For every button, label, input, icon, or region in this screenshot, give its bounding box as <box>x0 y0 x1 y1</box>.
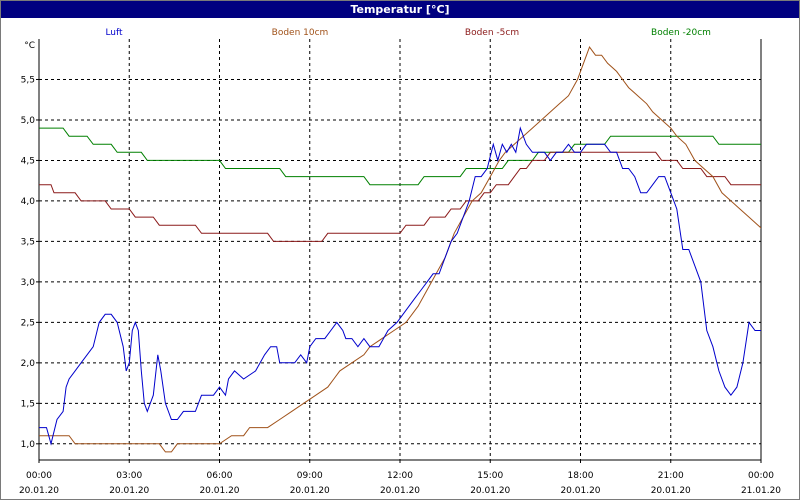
x-tick-date-label: 21.01.20 <box>741 486 781 496</box>
y-tick-label: 3,5 <box>21 237 35 247</box>
x-tick-date-label: 20.01.20 <box>290 486 330 496</box>
y-tick-label: 5,0 <box>21 116 36 126</box>
y-axis-unit-label: °C <box>24 41 35 51</box>
y-tick-label: 3,0 <box>21 278 36 288</box>
y-tick-label: 1,5 <box>21 399 35 409</box>
x-tick-time-label: 12:00 <box>387 471 413 481</box>
window-title: Temperatur [°C] <box>1 1 799 18</box>
y-tick-label: 2,0 <box>21 359 36 369</box>
x-tick-time-label: 00:00 <box>26 471 52 481</box>
x-tick-date-label: 20.01.20 <box>19 486 59 496</box>
x-tick-time-label: 15:00 <box>477 471 503 481</box>
y-tick-label: 4,5 <box>21 156 35 166</box>
series-line-boden-10cm <box>39 46 761 453</box>
x-tick-time-label: 06:00 <box>207 471 233 481</box>
x-tick-time-label: 03:00 <box>116 471 142 481</box>
x-tick-date-label: 20.01.20 <box>199 486 239 496</box>
series-line-luft <box>39 126 761 446</box>
x-tick-date-label: 20.01.20 <box>470 486 510 496</box>
y-tick-label: 5,5 <box>21 75 35 85</box>
y-tick-label: 1,0 <box>21 440 36 450</box>
legend-entry: Boden -20cm <box>651 28 711 38</box>
x-tick-date-label: 20.01.20 <box>651 486 691 496</box>
x-tick-time-label: 21:00 <box>658 471 684 481</box>
legend-entry: Luft <box>105 28 123 38</box>
y-tick-label: 4,0 <box>21 197 36 207</box>
x-tick-time-label: 00:00 <box>748 471 774 481</box>
x-tick-date-label: 20.01.20 <box>380 486 420 496</box>
series-line-boden-5cm <box>39 151 761 242</box>
x-tick-date-label: 20.01.20 <box>109 486 149 496</box>
legend-entry: Boden 10cm <box>272 28 329 38</box>
x-tick-time-label: 18:00 <box>568 471 594 481</box>
x-tick-date-label: 20.01.20 <box>560 486 600 496</box>
y-tick-label: 2,5 <box>21 318 35 328</box>
x-tick-time-label: 09:00 <box>297 471 323 481</box>
series-line-boden-20cm <box>39 127 761 186</box>
legend-entry: Boden -5cm <box>465 28 519 38</box>
